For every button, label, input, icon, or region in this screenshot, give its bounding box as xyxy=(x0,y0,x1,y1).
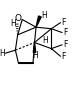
Text: F: F xyxy=(63,40,67,49)
Text: H: H xyxy=(32,51,38,60)
Polygon shape xyxy=(36,16,41,27)
Polygon shape xyxy=(33,42,36,52)
Text: O: O xyxy=(14,14,21,23)
Text: H: H xyxy=(0,49,5,58)
Text: F: F xyxy=(61,18,66,27)
Text: F: F xyxy=(63,28,67,37)
Text: H: H xyxy=(41,11,47,20)
Text: F: F xyxy=(61,52,66,61)
Text: H: H xyxy=(10,19,16,28)
Text: H: H xyxy=(42,36,48,45)
